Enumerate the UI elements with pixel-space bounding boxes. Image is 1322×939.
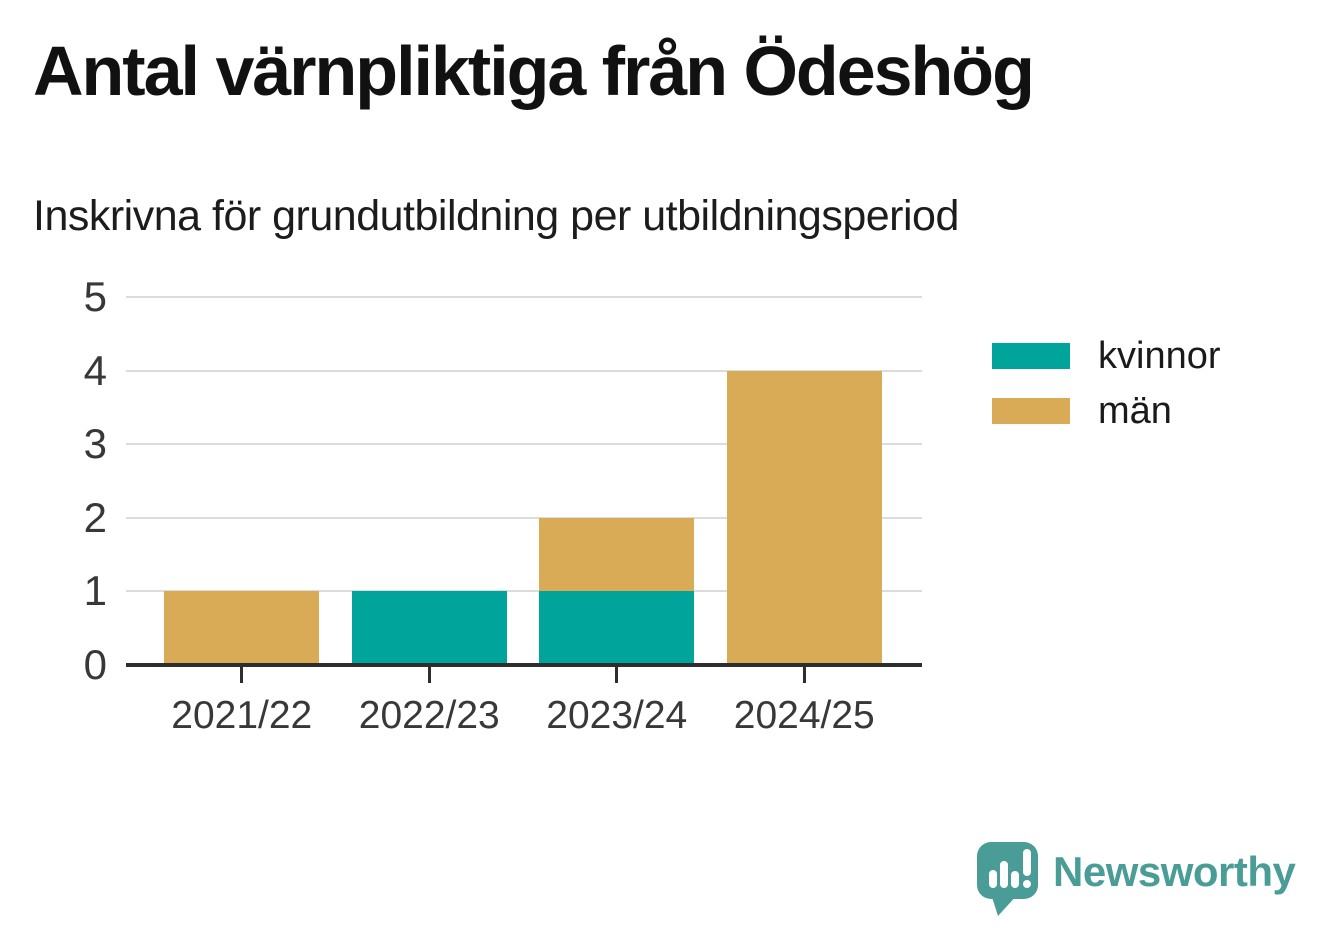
legend-item-kvinnor: kvinnor [992, 334, 1221, 378]
legend-swatch-kvinnor [992, 343, 1070, 369]
y-axis-label-0: 0 [83, 641, 107, 688]
legend-label-man: män [1098, 390, 1172, 432]
gridline-y1 [126, 590, 922, 593]
legend-label-kvinnor: kvinnor [1098, 335, 1221, 377]
y-axis-label-3: 3 [83, 420, 107, 468]
bar-m-n-2024-25 [726, 370, 882, 665]
x-axis-line [126, 663, 922, 667]
newsworthy-logo-text: Newsworthy [1053, 848, 1296, 895]
newsworthy-logo-icon [977, 842, 1038, 916]
x-tick-2021-22 [240, 667, 244, 683]
legend-item-man: män [992, 389, 1221, 433]
y-axis-label-2: 2 [83, 493, 107, 541]
x-axis-label-2023-24: 2023/24 [546, 694, 688, 737]
chart-subtitle: Inskrivna för grundutbildning per utbild… [33, 192, 959, 240]
x-tick-2024-25 [802, 667, 806, 683]
x-axis-label-2022-23: 2022/23 [358, 694, 500, 737]
bar-kvinnor-2022-23 [351, 591, 507, 665]
bar-m-n-2023-24 [539, 517, 695, 592]
x-tick-2023-24 [615, 667, 619, 683]
gridline-y5 [126, 296, 922, 298]
y-axis-label-5: 5 [83, 273, 107, 320]
gridline-y3 [126, 443, 922, 446]
y-axis-label-4: 4 [83, 346, 107, 394]
legend: kvinnor män [992, 334, 1221, 444]
x-axis-label-2024-25: 2024/25 [733, 694, 875, 737]
chart-title: Antal värnpliktiga från Ödeshög [33, 32, 1035, 110]
newsworthy-logo: Newsworthy [977, 840, 1296, 920]
gridline-y4 [126, 369, 922, 372]
y-axis-label-1: 1 [83, 567, 107, 615]
x-axis-label-2021-22: 2021/22 [171, 694, 313, 737]
bar-m-n-2021-22 [164, 591, 320, 665]
x-tick-2022-23 [427, 667, 431, 683]
bar-kvinnor-2023-24 [539, 591, 695, 665]
legend-swatch-man [992, 398, 1070, 424]
gridline-y2 [126, 516, 922, 519]
